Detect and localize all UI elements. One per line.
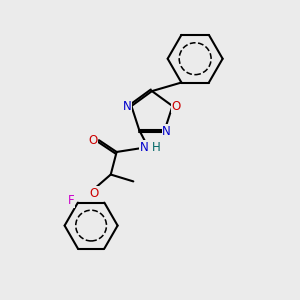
Text: N: N bbox=[162, 125, 171, 138]
Text: O: O bbox=[89, 187, 99, 200]
Text: O: O bbox=[172, 100, 181, 112]
Text: N: N bbox=[123, 100, 132, 112]
Text: N: N bbox=[140, 141, 148, 154]
Text: F: F bbox=[68, 194, 74, 207]
Text: H: H bbox=[152, 141, 160, 154]
Text: O: O bbox=[88, 134, 98, 147]
